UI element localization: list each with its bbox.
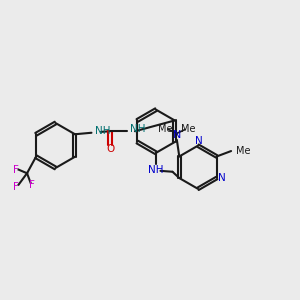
Text: Me: Me: [181, 124, 196, 134]
Text: N: N: [173, 130, 181, 140]
Text: NH: NH: [148, 165, 164, 175]
Text: F: F: [13, 165, 19, 175]
Text: Me: Me: [158, 124, 173, 134]
Text: F: F: [13, 182, 19, 192]
Text: F: F: [28, 180, 34, 190]
Text: NH: NH: [130, 124, 146, 134]
Text: N: N: [195, 136, 203, 146]
Text: N: N: [218, 173, 226, 183]
Text: Me: Me: [236, 146, 251, 156]
Text: NH: NH: [95, 126, 111, 136]
Text: O: O: [106, 144, 114, 154]
